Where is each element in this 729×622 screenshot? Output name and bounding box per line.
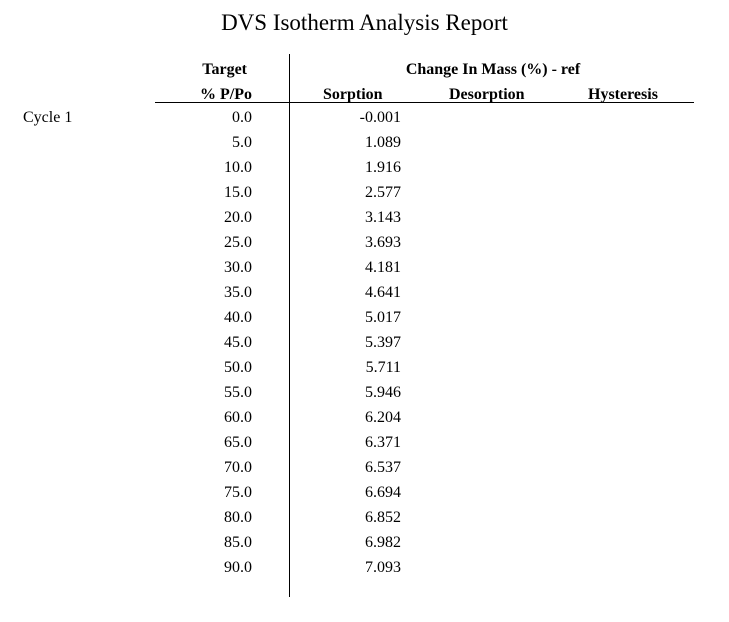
sorption-cell: 6.537 xyxy=(365,459,401,476)
table-row: 5.0 1.089 xyxy=(0,133,729,158)
target-cell: 60.0 xyxy=(224,409,252,426)
target-cell: 15.0 xyxy=(224,184,252,201)
table-row: 20.0 3.143 xyxy=(0,208,729,233)
sorption-cell: 1.916 xyxy=(365,159,401,176)
column-divider xyxy=(289,54,290,597)
table-row: 65.0 6.371 xyxy=(0,433,729,458)
table-row: 15.0 2.577 xyxy=(0,183,729,208)
table-row: 0.0 -0.001 xyxy=(0,108,729,133)
hysteresis-header: Hysteresis xyxy=(588,86,658,103)
table-row: 75.0 6.694 xyxy=(0,483,729,508)
target-cell: 55.0 xyxy=(224,384,252,401)
sorption-cell: 6.204 xyxy=(365,409,401,426)
table-row: 30.0 4.181 xyxy=(0,258,729,283)
report-title: DVS Isotherm Analysis Report xyxy=(221,10,508,35)
target-cell: 90.0 xyxy=(224,559,252,576)
sorption-cell: 4.181 xyxy=(365,259,401,276)
sorption-cell: -0.001 xyxy=(359,109,401,126)
target-cell: 25.0 xyxy=(224,234,252,251)
sorption-cell: 6.371 xyxy=(365,434,401,451)
sorption-cell: 6.852 xyxy=(365,509,401,526)
table-row: 35.0 4.641 xyxy=(0,283,729,308)
table-row: 45.0 5.397 xyxy=(0,333,729,358)
target-cell: 85.0 xyxy=(224,534,252,551)
target-header-line1: Target xyxy=(202,61,247,78)
sorption-cell: 3.143 xyxy=(365,209,401,226)
sorption-cell: 3.693 xyxy=(365,234,401,251)
target-cell: 35.0 xyxy=(224,284,252,301)
table-row: 50.0 5.711 xyxy=(0,358,729,383)
table-row: 10.0 1.916 xyxy=(0,158,729,183)
sorption-cell: 6.694 xyxy=(365,484,401,501)
target-cell: 5.0 xyxy=(232,134,252,151)
table-row: 85.0 6.982 xyxy=(0,533,729,558)
table-row: 60.0 6.204 xyxy=(0,408,729,433)
target-cell: 30.0 xyxy=(224,259,252,276)
sorption-cell: 7.093 xyxy=(365,559,401,576)
target-header-line2: % P/Po xyxy=(200,86,252,103)
target-cell: 20.0 xyxy=(224,209,252,226)
sorption-cell: 5.397 xyxy=(365,334,401,351)
target-cell: 70.0 xyxy=(224,459,252,476)
isotherm-table-body: 0.0 -0.001 5.0 1.089 10.0 1.916 15.0 2.577 20.0 3… xyxy=(0,108,729,583)
target-cell: 65.0 xyxy=(224,434,252,451)
table-row: 80.0 6.852 xyxy=(0,508,729,533)
header-rule xyxy=(155,102,694,103)
target-cell: 45.0 xyxy=(224,334,252,351)
desorption-header: Desorption xyxy=(449,86,525,103)
sorption-cell: 5.946 xyxy=(365,384,401,401)
table-row: 40.0 5.017 xyxy=(0,308,729,333)
sorption-cell: 2.577 xyxy=(365,184,401,201)
target-cell: 40.0 xyxy=(224,309,252,326)
sorption-header: Sorption xyxy=(323,86,383,103)
table-row: 90.0 7.093 xyxy=(0,558,729,583)
sorption-cell: 5.711 xyxy=(365,359,401,376)
target-cell: 50.0 xyxy=(224,359,252,376)
cycle-label: Cycle 1 xyxy=(23,109,73,126)
table-row: 25.0 3.693 xyxy=(0,233,729,258)
target-cell: 75.0 xyxy=(224,484,252,501)
sorption-cell: 1.089 xyxy=(365,134,401,151)
sorption-cell: 5.017 xyxy=(365,309,401,326)
table-row: 70.0 6.537 xyxy=(0,458,729,483)
sorption-cell: 6.982 xyxy=(365,534,401,551)
target-cell: 10.0 xyxy=(224,159,252,176)
change-in-mass-header: Change In Mass (%) - ref xyxy=(405,61,581,78)
target-cell: 0.0 xyxy=(232,109,252,126)
sorption-cell: 4.641 xyxy=(365,284,401,301)
target-cell: 80.0 xyxy=(224,509,252,526)
table-row: 55.0 5.946 xyxy=(0,383,729,408)
